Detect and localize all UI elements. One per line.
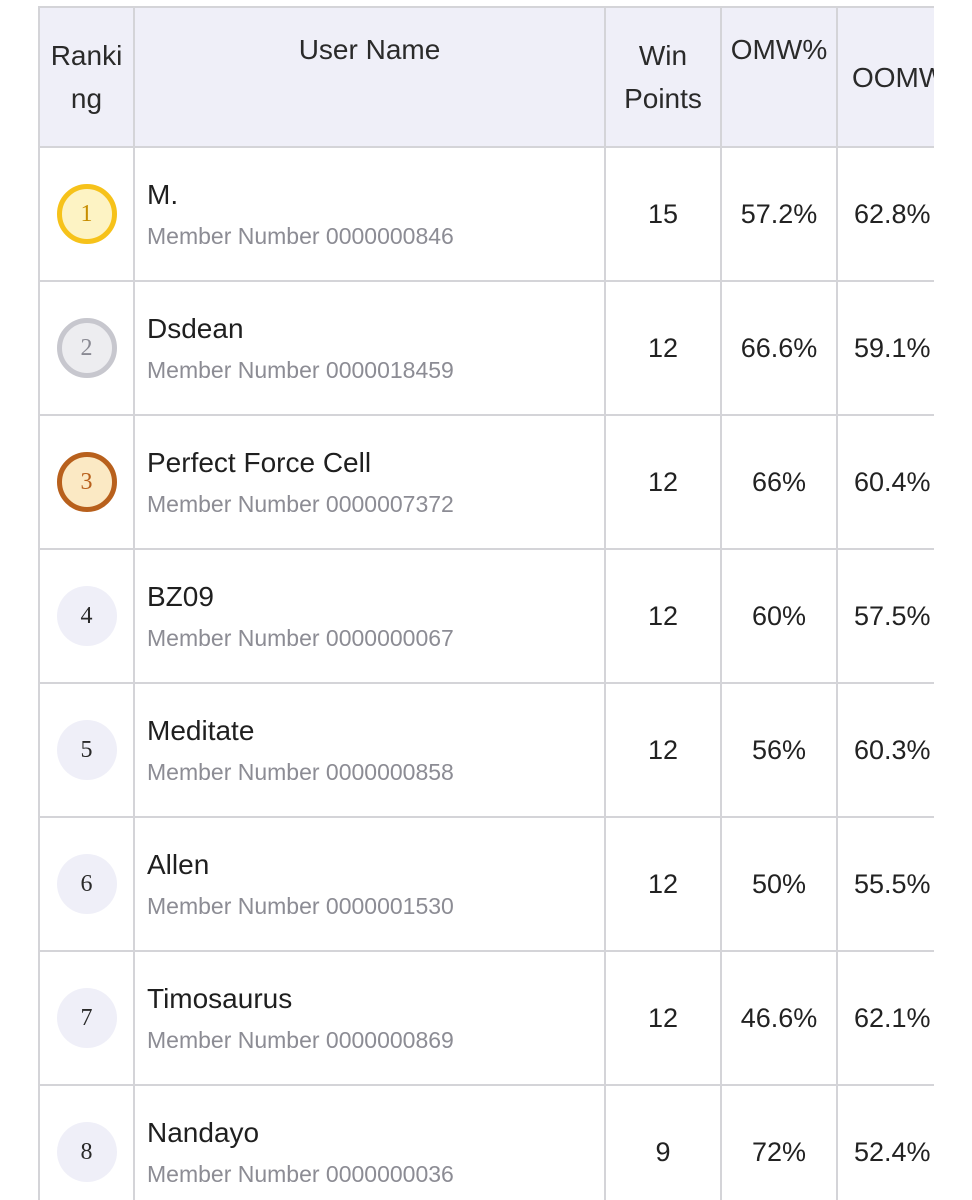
rank-number: 2	[80, 334, 93, 361]
rank-cell: 4	[38, 548, 135, 684]
table-header-row: Ranking User Name Win Points OMW% OOMW%	[38, 6, 934, 148]
user-name[interactable]: Perfect Force Cell	[147, 447, 372, 478]
win-points-cell: 12	[604, 414, 722, 550]
standings-table-container: Ranking User Name Win Points OMW% OOMW% …	[38, 6, 934, 1200]
oomw-cell: 59.1%	[836, 280, 934, 416]
user-cell: Timosaurus Member Number 0000000869	[133, 950, 606, 1086]
user-name[interactable]: Dsdean	[147, 313, 244, 344]
rank-circle-icon: 4	[56, 586, 117, 646]
member-number: Member Number 0000007372	[147, 491, 454, 517]
user-cell: Dsdean Member Number 0000018459	[133, 280, 606, 416]
table-row-6[interactable]: 6 Allen Member Number 0000001530 12 50% …	[38, 816, 934, 952]
standings-table: Ranking User Name Win Points OMW% OOMW% …	[38, 6, 934, 1200]
user-cell: BZ09 Member Number 0000000067	[133, 548, 606, 684]
user-name[interactable]: BZ09	[147, 581, 214, 612]
win-points-cell: 9	[604, 1084, 722, 1200]
omw-cell: 66%	[720, 414, 838, 550]
rank-number: 8	[80, 1138, 93, 1165]
omw-cell: 56%	[720, 682, 838, 818]
rank-cell: 1	[38, 146, 135, 282]
oomw-cell: 60.4%	[836, 414, 934, 550]
member-number: Member Number 0000000858	[147, 759, 454, 785]
oomw-cell: 62.8%	[836, 146, 934, 282]
user-cell: Nandayo Member Number 0000000036	[133, 1084, 606, 1200]
omw-cell: 50%	[720, 816, 838, 952]
rank-number: 4	[80, 602, 93, 629]
table-row-3[interactable]: 3 Perfect Force Cell Member Number 00000…	[38, 414, 934, 550]
win-points-cell: 15	[604, 146, 722, 282]
win-points-cell: 12	[604, 548, 722, 684]
user-name[interactable]: Timosaurus	[147, 983, 293, 1014]
win-points-cell: 12	[604, 682, 722, 818]
member-number: Member Number 0000018459	[147, 357, 454, 383]
rank-number: 7	[80, 1004, 93, 1031]
omw-cell: 72%	[720, 1084, 838, 1200]
rank-number: 3	[80, 468, 93, 495]
silver-medal-icon: 2	[56, 318, 117, 378]
table-row-5[interactable]: 5 Meditate Member Number 0000000858 12 5…	[38, 682, 934, 818]
user-name[interactable]: M.	[147, 179, 179, 210]
table-row-4[interactable]: 4 BZ09 Member Number 0000000067 12 60% 5…	[38, 548, 934, 684]
rank-number: 5	[80, 736, 93, 763]
rank-cell: 6	[38, 816, 135, 952]
member-number: Member Number 0000000846	[147, 223, 454, 249]
table-row-7[interactable]: 7 Timosaurus Member Number 0000000869 12…	[38, 950, 934, 1086]
header-user-name[interactable]: User Name	[133, 6, 606, 148]
oomw-cell: 62.1%	[836, 950, 934, 1086]
oomw-cell: 60.3%	[836, 682, 934, 818]
rank-circle-icon: 5	[56, 720, 117, 780]
rank-number: 1	[80, 200, 93, 227]
table-row-8[interactable]: 8 Nandayo Member Number 0000000036 9 72%…	[38, 1084, 934, 1200]
table-row-1[interactable]: 1 M. Member Number 0000000846 15 57.2% 6…	[38, 146, 934, 282]
header-oomw[interactable]: OOMW%	[836, 6, 934, 148]
omw-cell: 46.6%	[720, 950, 838, 1086]
rank-cell: 7	[38, 950, 135, 1086]
rank-circle-icon: 6	[56, 854, 117, 914]
rank-cell: 5	[38, 682, 135, 818]
user-cell: Meditate Member Number 0000000858	[133, 682, 606, 818]
oomw-cell: 52.4%	[836, 1084, 934, 1200]
user-cell: Perfect Force Cell Member Number 0000007…	[133, 414, 606, 550]
omw-cell: 60%	[720, 548, 838, 684]
bronze-medal-icon: 3	[56, 452, 117, 512]
omw-cell: 57.2%	[720, 146, 838, 282]
rank-cell: 8	[38, 1084, 135, 1200]
oomw-cell: 57.5%	[836, 548, 934, 684]
rank-circle-icon: 7	[56, 988, 117, 1048]
header-ranking[interactable]: Ranking	[38, 6, 135, 148]
user-name[interactable]: Nandayo	[147, 1117, 260, 1148]
header-omw[interactable]: OMW%	[720, 6, 838, 148]
omw-cell: 66.6%	[720, 280, 838, 416]
gold-medal-icon: 1	[56, 184, 117, 244]
win-points-cell: 12	[604, 816, 722, 952]
member-number: Member Number 0000000067	[147, 625, 454, 651]
rank-cell: 3	[38, 414, 135, 550]
member-number: Member Number 0000000036	[147, 1161, 454, 1187]
user-name[interactable]: Meditate	[147, 715, 255, 746]
rank-circle-icon: 8	[56, 1122, 117, 1182]
header-win-points[interactable]: Win Points	[604, 6, 722, 148]
oomw-cell: 55.5%	[836, 816, 934, 952]
user-cell: Allen Member Number 0000001530	[133, 816, 606, 952]
user-name[interactable]: Allen	[147, 849, 210, 880]
win-points-cell: 12	[604, 950, 722, 1086]
win-points-cell: 12	[604, 280, 722, 416]
standings-body: 1 M. Member Number 0000000846 15 57.2% 6…	[38, 146, 934, 1200]
rank-cell: 2	[38, 280, 135, 416]
member-number: Member Number 0000001530	[147, 893, 454, 919]
rank-number: 6	[80, 870, 93, 897]
user-cell: M. Member Number 0000000846	[133, 146, 606, 282]
member-number: Member Number 0000000869	[147, 1027, 454, 1053]
table-row-2[interactable]: 2 Dsdean Member Number 0000018459 12 66.…	[38, 280, 934, 416]
